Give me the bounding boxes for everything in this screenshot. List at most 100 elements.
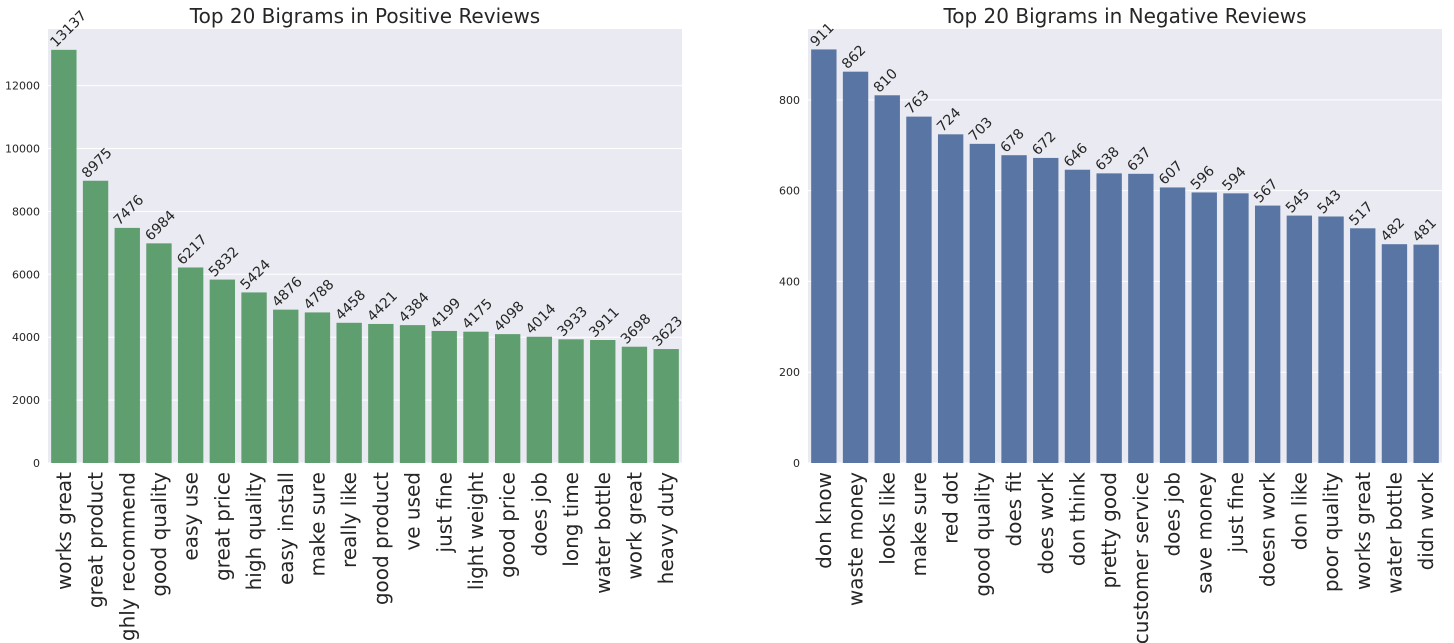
negative-y-tick-label: 200 <box>779 366 800 379</box>
negative-x-tick-label: does job <box>1161 472 1185 557</box>
negative-y-tick-label: 400 <box>779 275 800 288</box>
positive-bar <box>51 49 77 464</box>
positive-x-tick-label: great price <box>210 472 234 581</box>
negative-bar <box>1350 228 1376 463</box>
positive-x-tick-label: high quality <box>242 472 266 591</box>
positive-y-tick-label: 8000 <box>12 205 40 218</box>
negative-x-tick-label: pretty good <box>1097 472 1121 589</box>
positive-x-ticks: works great great product highly recommend… <box>52 472 678 643</box>
negative-x-tick-label: didn work <box>1414 472 1438 571</box>
positive-x-tick-label: great product <box>84 472 108 608</box>
positive-bar <box>368 323 394 463</box>
positive-x-tick-label: good quality <box>147 472 171 597</box>
positive-x-tick-label: light weight <box>464 472 488 590</box>
negative-bar <box>969 143 996 463</box>
negative-x-tick-label: doesn work <box>1256 472 1280 588</box>
positive-x-tick-label: water bottle <box>591 472 615 594</box>
negative-bar <box>1318 216 1344 463</box>
negative-y-ticks: 0 200 400 600 800 <box>779 94 800 470</box>
positive-plot-area <box>48 29 682 463</box>
positive-bar <box>209 279 236 463</box>
positive-x-tick-label: make sure <box>305 472 329 576</box>
positive-x-tick-label: good price <box>496 472 520 578</box>
negative-x-ticks: don know waste money looks like make sure re… <box>812 472 1438 643</box>
negative-bar <box>906 116 932 463</box>
negative-x-tick-label: don know <box>812 472 836 569</box>
positive-bar <box>146 243 172 463</box>
positive-y-tick-label: 12000 <box>5 80 40 93</box>
negative-y-tick-label: 800 <box>779 94 800 107</box>
negative-x-tick-label: good quality <box>970 472 994 597</box>
negative-bar <box>811 49 837 464</box>
negative-x-tick-label: water bottle <box>1382 472 1406 594</box>
positive-bar <box>114 227 140 463</box>
positive-x-tick-label: good product <box>369 472 393 605</box>
positive-bar <box>494 334 521 463</box>
positive-chart-title: Top 20 Bigrams in Positive Reviews <box>189 4 540 28</box>
negative-x-tick-label: does work <box>1034 472 1058 575</box>
positive-bar <box>590 340 616 463</box>
positive-bar <box>431 330 457 463</box>
positive-bar <box>526 336 553 463</box>
positive-bar <box>304 312 331 463</box>
positive-x-tick-label: long time <box>559 472 583 567</box>
negative-x-tick-label: just fine <box>1224 472 1248 553</box>
positive-y-tick-label: 4000 <box>12 331 40 344</box>
negative-bar <box>1096 173 1122 463</box>
positive-bar <box>621 346 648 463</box>
positive-x-tick-label: just fine <box>432 472 456 553</box>
negative-x-tick-label: don like <box>1287 472 1311 550</box>
positive-bar <box>558 339 584 463</box>
positive-bar <box>177 267 204 463</box>
negative-x-tick-label: don think <box>1065 472 1089 567</box>
negative-x-tick-label: looks like <box>875 472 899 565</box>
positive-x-tick-label: ve used <box>401 472 425 551</box>
negative-bar <box>1286 215 1313 463</box>
positive-bar <box>653 349 679 463</box>
positive-y-tick-label: 6000 <box>12 268 40 281</box>
positive-x-tick-label: heavy duty <box>654 472 678 584</box>
positive-y-ticks: 0 2000 4000 6000 8000 10000 12000 <box>5 80 40 470</box>
positive-x-tick-label: easy use <box>179 472 203 561</box>
negative-bar <box>1128 173 1154 463</box>
negative-plot-area <box>808 29 1442 463</box>
positive-bars <box>51 49 679 464</box>
negative-x-tick-label: red dot <box>939 472 963 544</box>
negative-bar <box>842 71 869 463</box>
negative-bar <box>1413 244 1439 463</box>
negative-bars <box>811 49 1439 464</box>
positive-y-tick-label: 10000 <box>5 143 40 156</box>
negative-bar <box>1223 193 1249 463</box>
positive-bar <box>336 322 362 463</box>
positive-bar <box>399 325 426 463</box>
negative-bar <box>1064 169 1091 463</box>
negative-x-tick-label: does fit <box>1002 472 1026 547</box>
negative-y-tick-label: 0 <box>793 457 800 470</box>
negative-bar <box>1191 192 1217 463</box>
positive-y-tick-label: 2000 <box>12 394 40 407</box>
positive-bar <box>273 309 299 463</box>
negative-chart-title: Top 20 Bigrams in Negative Reviews <box>942 4 1306 28</box>
positive-x-tick-label: work great <box>622 472 646 580</box>
positive-chart: 1313789757476698462175832542448764788445… <box>5 4 686 643</box>
positive-x-tick-label: highly recommend <box>115 472 139 643</box>
positive-x-tick-label: works great <box>52 472 76 590</box>
positive-bar <box>241 292 267 463</box>
negative-x-tick-label: customer service <box>1129 472 1153 643</box>
positive-bar <box>82 180 109 464</box>
positive-bar <box>463 331 489 463</box>
negative-bar <box>1033 157 1059 463</box>
negative-x-tick-label: save money <box>1192 472 1216 594</box>
negative-y-tick-label: 600 <box>779 185 800 198</box>
positive-x-tick-label: easy install <box>274 472 298 585</box>
negative-bar <box>1381 244 1408 463</box>
negative-bar <box>1254 205 1281 463</box>
negative-x-tick-label: waste money <box>844 472 868 606</box>
negative-bar <box>1159 187 1186 463</box>
positive-x-tick-label: really like <box>337 472 361 568</box>
positive-x-tick-label: does job <box>527 472 551 557</box>
negative-bar <box>874 95 900 463</box>
negative-x-tick-label: works great <box>1351 472 1375 590</box>
